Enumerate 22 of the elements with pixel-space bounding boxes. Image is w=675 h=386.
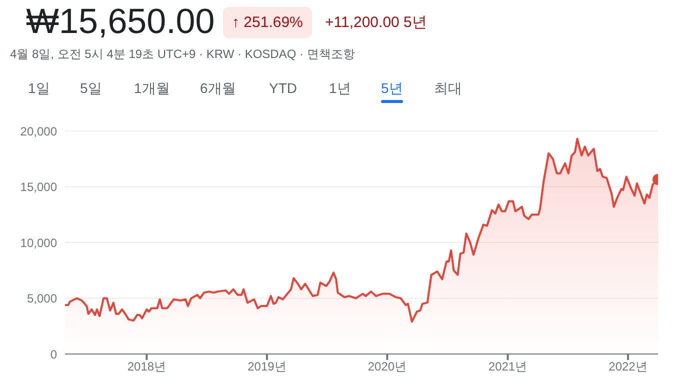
chart-title: ₩15,650.00 — [26, 2, 215, 42]
text: YTD — [269, 80, 297, 96]
y-tick-label: 20,000 — [20, 124, 58, 138]
x-tick-label: 2021년 — [488, 360, 528, 374]
text: 1일 — [28, 80, 50, 96]
y-tick-label: 5,000 — [26, 292, 58, 306]
y-tick-label: 10,000 — [20, 236, 58, 250]
text: 1년 — [329, 80, 351, 96]
y-tick-label: 15,000 — [20, 180, 58, 194]
text: 최대 — [434, 80, 462, 96]
text: +11,200.00 5년 — [325, 13, 427, 32]
y-tick-label: 0 — [50, 347, 58, 362]
x-tick-label: 2022년 — [608, 360, 648, 374]
text: 5년 — [381, 80, 403, 96]
x-tick-label: 2020년 — [368, 360, 407, 374]
text: 6개월 — [200, 80, 236, 96]
text: 1개월 — [134, 80, 170, 96]
chart-subtitle: 4월 8일, 오전 5시 4분 19초 UTC+9 · KRW · KOSDAQ · 면책조항 — [10, 46, 355, 63]
text: ↑ 251.69% — [223, 7, 312, 38]
x-tick-label: 2018년 — [127, 360, 166, 374]
x-tick-label: 2019년 — [248, 360, 286, 374]
text: 5일 — [80, 80, 102, 96]
